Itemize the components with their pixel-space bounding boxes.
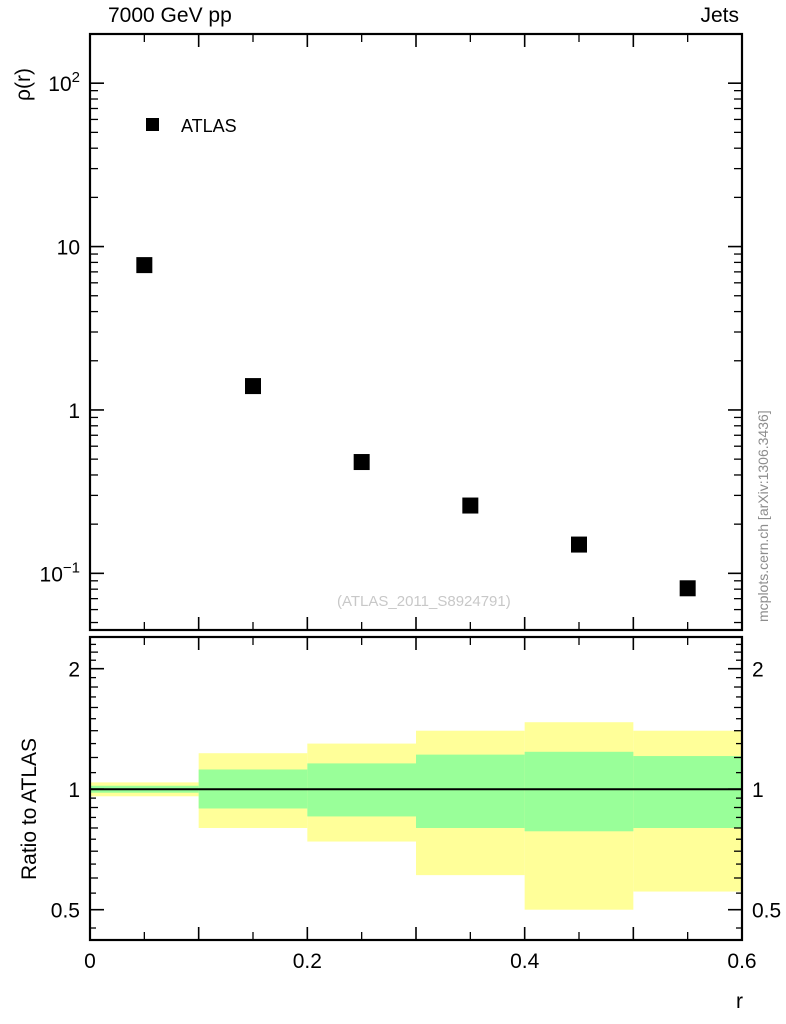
ratio-band-segment (633, 756, 742, 828)
analysis-watermark: (ATLAS_2011_S8924791) (337, 593, 511, 610)
x-tick-label: 0.4 (510, 950, 540, 973)
main-y-tick-label: 10−1 (40, 559, 80, 586)
ratio-band-segment (524, 751, 634, 832)
main-y-tick-label: 102 (48, 69, 80, 96)
data-point-marker (136, 257, 153, 274)
data-point-marker (571, 536, 587, 553)
ratio-y-tick-label-left: 2 (68, 659, 80, 682)
ratio-y-tick-label-left: 0.5 (51, 900, 80, 923)
legend: ATLAS (146, 116, 237, 136)
main-y-tick-label: 10 (57, 237, 80, 260)
main-y-tick-label: 1 (68, 400, 80, 423)
header-right-label: Jets (700, 4, 739, 27)
x-axis-label: r (736, 990, 743, 1013)
ratio-band-segment (416, 754, 525, 828)
main-y-axis-label: ρ(r) (12, 68, 35, 101)
data-point-marker (245, 378, 261, 395)
data-point-marker (462, 497, 479, 514)
data-point-marker (679, 580, 696, 597)
x-tick-label: 0 (84, 950, 96, 973)
legend-label-atlas: ATLAS (181, 116, 237, 136)
mcplots-credit-label: mcplots.cern.ch [arXiv:1306.3436] (755, 410, 771, 622)
data-point-marker (353, 454, 370, 471)
ratio-y-tick-label-right: 0.5 (752, 900, 781, 923)
x-tick-label: 0.6 (727, 950, 756, 973)
ratio-y-tick-label-right: 2 (752, 659, 764, 682)
header-left-label: 7000 GeV pp (108, 4, 232, 27)
legend-marker-square-icon (146, 118, 159, 131)
ratio-band-inner (90, 751, 742, 832)
ratio-y-tick-label-right: 1 (752, 779, 764, 802)
data-series-atlas (136, 257, 696, 597)
ratio-y-tick-label-left: 1 (68, 779, 80, 802)
ratio-y-axis-label: Ratio to ATLAS (18, 738, 41, 880)
x-tick-label: 0.2 (293, 950, 322, 973)
